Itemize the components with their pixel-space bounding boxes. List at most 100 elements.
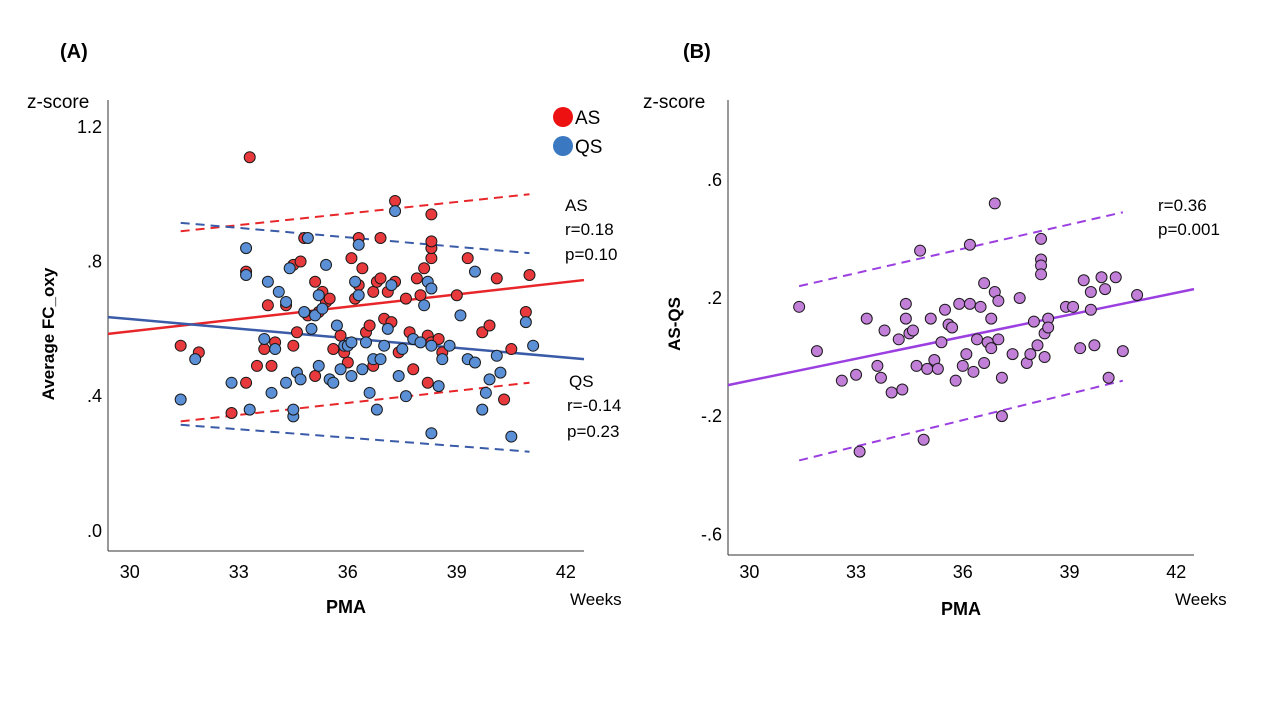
panel-a-as-point [374,272,387,285]
panel-b-diff-point [978,356,991,369]
panel-a-as-point [240,376,253,389]
panel-a-qs-point [269,343,282,356]
panel-a-qs-point [425,282,438,295]
panel-b-diff-point [985,342,998,355]
panel-b-diff-point [995,371,1008,384]
panel-a-qs-point [349,275,362,288]
panel-a-qs-point [352,238,365,251]
panel-b-diff-point [860,312,873,325]
panel-a-qs-point [312,289,325,302]
panel-a-qs-point [243,403,256,416]
panel-a-as-point [425,252,438,265]
panel-a-qs-point [432,380,445,393]
panel-a-qs-point [352,289,365,302]
panel-a-qs-point [240,269,253,282]
panel-b-y-tick-label: -.2 [701,406,722,426]
panel-a-x-axis-label: PMA [326,597,366,617]
legend-as-label: AS [575,108,600,129]
panel-a-y-axis-label: Average FC_oxy [39,267,58,400]
panel-a-qs-point [280,295,293,308]
panel-a-as-point [450,289,463,302]
panel-a-as-point [323,292,336,305]
panel-b-diff-point [1006,348,1019,361]
panel-b-diff-point [978,277,991,290]
panel-b-plot: 30 33 36 39 42 -.6 -.2 .2 .6 [701,100,1195,582]
panel-b-as-qs-ci-line [798,211,1124,288]
panel-a-qs-point [359,336,372,349]
panel-a-as-point [294,255,307,268]
panel-b-diff-point [871,359,884,372]
panel-a-qs-point [385,279,398,292]
panel-b-diff-point [992,333,1005,346]
panel-a-qs-point [399,390,412,403]
annotation-diff-line-2: p=0.001 [1158,220,1220,239]
panel-b-diff-point [1067,300,1080,313]
panel-b-x-axis-label: PMA [941,599,981,619]
panel-a-qs-point [425,339,438,352]
panel-a-as-fit-line [107,278,585,336]
panel-b-diff-point [899,312,912,325]
panel-b-diff-point [960,348,973,361]
panel-a-as-point [505,343,518,356]
legend: AS QS [553,107,602,158]
panel-b-diff-point [963,297,976,310]
panel-a-x-tick-label: 33 [229,562,249,582]
panel-a-qs-point [309,309,322,322]
panel-b-diff-point [1013,291,1026,304]
panel-a-as-point [421,376,434,389]
panel-b-diff-point [1024,348,1037,361]
panel-a-as-point [174,339,187,352]
panel-a-qs-point [312,359,325,372]
panel-b-diff-point [988,197,1001,210]
panel-a-x-tick-label: 30 [120,562,140,582]
panel-a-as-ci-line [180,193,530,233]
panel-a-y-tick-label: .0 [87,521,102,541]
panel-b-x-tick-label: 42 [1166,562,1186,582]
panel-a-qs-point [294,373,307,386]
panel-b-diff-point [1035,268,1048,281]
panel-a-qs-point [374,353,387,366]
panel-a-as-point [265,359,278,372]
panel-a-as-point [425,235,438,248]
panel-b-x-tick-label: 30 [739,562,759,582]
panel-b-diff-point [1095,271,1108,284]
panel-b-y-tick-label: .6 [707,170,722,190]
panel-a-qs-point [476,403,489,416]
panel-b-diff-point [1109,271,1122,284]
annotation-as-line-3: p=0.10 [565,245,617,264]
panel-b-diff-point [938,303,951,316]
panel-b-diff-point [1084,286,1097,299]
panel-b-as-qs-ci-line [798,379,1124,462]
panel-a-qs-point [298,306,311,319]
panel-a-as-point [407,363,420,376]
panel-a-qs-point [519,316,532,329]
panel-a-as-point [414,289,427,302]
panel-b-label: (B) [683,41,711,63]
panel-b-diff-point [967,365,980,378]
panel-a-label: (A) [60,41,88,63]
panel-a-qs-point [287,403,300,416]
panel-a-qs-point [418,299,431,312]
panel-b-diff-point [1038,351,1051,364]
panel-b-as-qs-fit-line [727,287,1195,387]
panel-a-as-point [374,231,387,244]
panel-a-as-point [498,393,511,406]
panel-a-as-point [363,319,376,332]
panel-a-as-point [341,356,354,369]
panel-a-as-point [476,326,489,339]
panel-b-diff-point [892,333,905,346]
panel-b-diff-point [935,336,948,349]
panel-a-qs-point [258,332,271,345]
panel-a-x-tick-label: 36 [338,562,358,582]
panel-a-as-point [261,299,274,312]
panel-a-qs-point [301,231,314,244]
panel-a-qs-point [189,353,202,366]
panel-a-as-point [225,407,238,420]
panel-a-as-point [250,359,263,372]
panel-a-as-point [425,208,438,221]
panel-a-as-point [345,252,358,265]
panel-b-diff-point [953,297,966,310]
panel-a-qs-point [265,386,278,399]
panel-b-diff-point [1102,371,1115,384]
